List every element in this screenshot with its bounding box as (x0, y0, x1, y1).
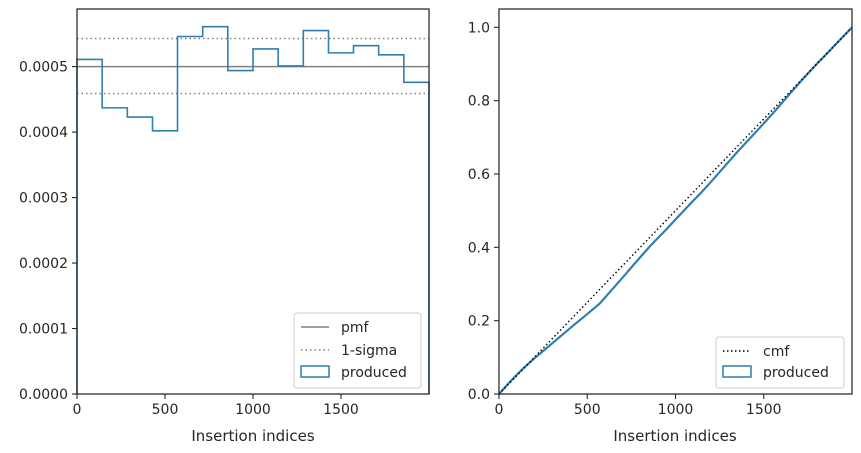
histogram-plot-area (76, 25, 430, 394)
histogram-legend: pmf 1-sigma produced (293, 312, 422, 389)
cumulative-ticks: 0 500 1000 1500 0.0 0.2 0.4 0.6 0.8 1.0 (468, 20, 782, 418)
cumulative-legend-frame (715, 336, 845, 389)
cumulative-ytick-label: 0.8 (468, 94, 490, 110)
histogram-legend-frame (293, 312, 422, 389)
cumulative-xtick-label: 0 (495, 402, 504, 418)
legend-label-1-sigma: 1-sigma (341, 343, 397, 359)
legend-label-produced: produced (341, 365, 407, 381)
histogram-xtick-label: 1000 (235, 402, 271, 418)
histogram-ytick-label: 0.0000 (19, 387, 68, 403)
cumulative-ytick-label: 1.0 (468, 20, 490, 36)
histogram-xtick-label: 500 (152, 402, 179, 418)
cumulative-xlabel: Insertion indices (613, 427, 736, 445)
histogram-xtick-label: 0 (73, 402, 82, 418)
produced-cumulative-line (498, 26, 853, 395)
histogram-xlabel: Insertion indices (191, 427, 314, 445)
legend-label-cmf: cmf (763, 344, 790, 360)
produced-step-histogram (76, 25, 430, 394)
cumulative-legend: cmf produced (715, 336, 845, 389)
histogram-ytick-label: 0.0001 (19, 322, 68, 338)
cumulative-ytick-label: 0.0 (468, 387, 490, 403)
cumulative-xtick-label: 1500 (746, 402, 782, 418)
histogram-ytick-label: 0.0002 (19, 256, 68, 272)
cumulative-axes-frame (498, 8, 853, 395)
legend-label-produced-cumulative: produced (763, 365, 829, 381)
cumulative-panel: 0 500 1000 1500 0.0 0.2 0.4 0.6 0.8 1.0 Insertion… (468, 8, 853, 445)
legend-swatch-produced (300, 365, 330, 378)
cumulative-ytick-label: 0.4 (468, 240, 490, 256)
cumulative-xtick-label: 500 (574, 402, 601, 418)
cumulative-ytick-label: 0.2 (468, 314, 490, 330)
histogram-ticks: 0 500 1000 1500 0.0000 0.0001 0.0002 0.0003 0.00… (19, 60, 359, 418)
cmf-line (498, 26, 853, 395)
legend-label-pmf: pmf (341, 320, 370, 336)
cumulative-xtick-label: 1000 (658, 402, 694, 418)
cumulative-ytick-label: 0.6 (468, 167, 490, 183)
histogram-ytick-label: 0.0003 (19, 191, 68, 207)
cumulative-plot-area (498, 26, 853, 395)
histogram-ytick-label: 0.0005 (19, 60, 68, 76)
histogram-ytick-label: 0.0004 (19, 125, 68, 141)
histogram-panel: 0 500 1000 1500 0.0000 0.0001 0.0002 0.0003 0.00… (19, 8, 430, 445)
legend-swatch-produced-cumulative (722, 365, 752, 378)
histogram-xtick-label: 1500 (323, 402, 359, 418)
